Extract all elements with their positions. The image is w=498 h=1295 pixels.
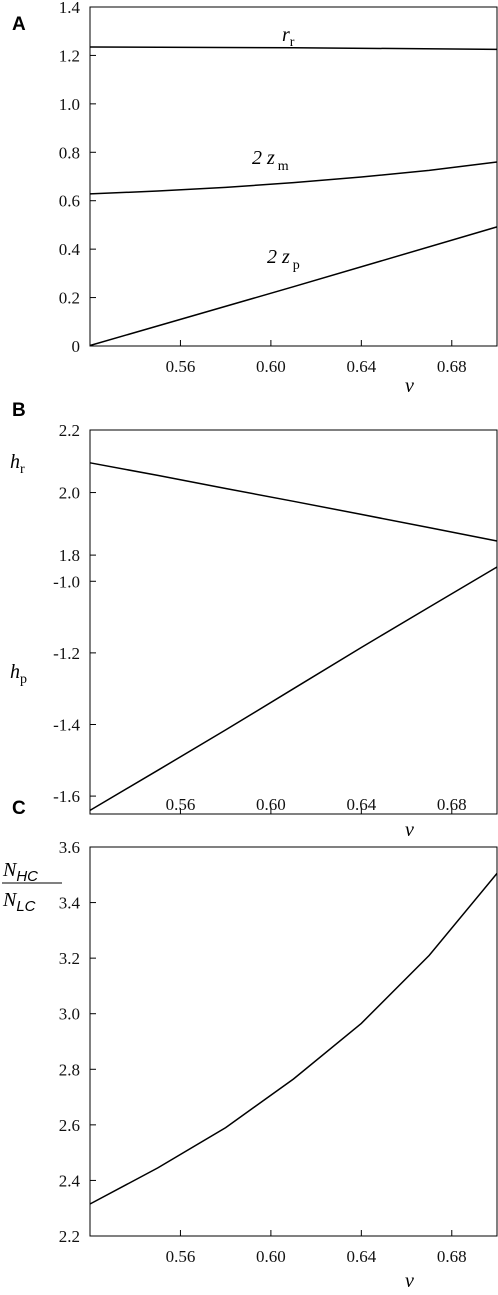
series-b <box>89 462 498 812</box>
b-x-tick-label-3: 0.68 <box>437 795 467 814</box>
x-axis-a: 0.56 0.60 0.64 0.68 <box>166 340 467 376</box>
b-x-tick-label-2: 0.64 <box>346 795 376 814</box>
y-axis-label-c: NHC NLC <box>2 859 62 915</box>
a-x-tick-label-2: 0.64 <box>346 357 376 376</box>
panel-label-a: A <box>12 14 26 35</box>
b-upper-y-tick-label-0: 1.8 <box>59 546 80 565</box>
curve-hr <box>89 462 498 542</box>
a-y-tick-label-1: 0.2 <box>59 289 80 308</box>
x-axis-b: 0.56 0.60 0.64 0.68 <box>166 795 467 814</box>
c-x-tick-label-3: 0.68 <box>437 1247 467 1266</box>
y-axis-label-hr: hr <box>10 451 25 477</box>
series-label-rr: rr <box>282 24 295 50</box>
b-upper-y-tick-label-2: 2.2 <box>59 421 80 440</box>
c-y-tick-label-1: 2.4 <box>59 1171 81 1190</box>
y-axis-b: 1.8 2.0 2.2 -1.0 -1.2 -1.4 -1.6 <box>53 421 96 806</box>
b-lower-y-tick-label-2: -1.4 <box>53 715 80 734</box>
c-y-tick-label-4: 3.0 <box>59 1005 80 1024</box>
y-label-numerator: NHC <box>2 859 38 885</box>
curve-hp <box>89 566 498 812</box>
b-lower-y-tick-label-3: -1.6 <box>53 787 80 806</box>
panel-label-c: C <box>12 798 26 819</box>
x-axis-label-a: v <box>405 375 414 397</box>
b-x-tick-label-1: 0.60 <box>256 795 286 814</box>
panel-label-b: B <box>12 400 26 421</box>
panel-a: 00.20.40.60.81.01.21.4 0.56 0.60 0.64 0.68 … <box>59 0 498 397</box>
a-y-tick-label-5: 1.0 <box>59 95 80 114</box>
panel-c: 2.2 2.4 2.6 2.8 3.0 3.2 3.4 3.6 0.56 0.60 0.64 0.6… <box>2 838 498 1292</box>
panel-b: 1.82.02.2-1.0-1.2-1.4-1.6 0.56 0.60 0.64 0.… <box>10 421 498 841</box>
a-x-tick-label-0: 0.56 <box>166 357 196 376</box>
x-axis-c: 0.56 0.60 0.64 0.68 <box>166 1230 467 1266</box>
series-a <box>89 46 498 347</box>
a-x-tick-label-1: 0.60 <box>256 357 286 376</box>
c-x-tick-label-0: 0.56 <box>166 1247 196 1266</box>
c-y-tick-label-2: 2.6 <box>59 1116 80 1135</box>
a-x-tick-label-3: 0.68 <box>437 357 467 376</box>
c-x-tick-label-2: 0.64 <box>346 1247 376 1266</box>
curve-2zp <box>89 226 498 347</box>
x-axis-label-c: v <box>405 1270 414 1292</box>
b-lower-y-tick-label-1: -1.2 <box>53 644 80 663</box>
curve-rr <box>89 46 498 51</box>
a-y-tick-label-4: 0.8 <box>59 143 80 162</box>
series-c <box>89 872 498 1205</box>
c-y-tick-label-6: 3.4 <box>59 894 81 913</box>
a-y-tick-label-3: 0.6 <box>59 192 80 211</box>
plot-frame-c <box>89 846 498 1237</box>
y-label-denominator: NLC <box>2 889 36 915</box>
y-axis-label-hp: hp <box>10 661 27 687</box>
curve-2zm <box>89 161 498 195</box>
b-upper-y-tick-label-1: 2.0 <box>59 484 80 503</box>
plot-frame-b <box>89 429 498 815</box>
a-y-tick-label-7: 1.4 <box>59 0 81 17</box>
c-y-tick-label-5: 3.2 <box>59 949 80 968</box>
y-axis-c: 2.2 2.4 2.6 2.8 3.0 3.2 3.4 3.6 <box>59 838 96 1246</box>
a-y-tick-label-6: 1.2 <box>59 46 80 65</box>
a-y-tick-label-2: 0.4 <box>59 240 81 259</box>
curve-nhc-nlc <box>89 872 498 1205</box>
b-lower-y-tick-label-0: -1.0 <box>53 572 80 591</box>
a-y-tick-label-0: 0 <box>72 337 81 356</box>
c-x-tick-label-1: 0.60 <box>256 1247 286 1266</box>
b-x-tick-label-0: 0.56 <box>166 795 196 814</box>
c-y-tick-label-0: 2.2 <box>59 1227 80 1246</box>
c-y-tick-label-7: 3.6 <box>59 838 80 857</box>
c-y-tick-label-3: 2.8 <box>59 1060 80 1079</box>
plot-frame-a <box>89 6 498 347</box>
y-axis-a: 0 0.2 0.4 0.6 0.8 1.0 1.2 1.4 <box>59 0 96 356</box>
x-axis-label-b: v <box>405 819 414 841</box>
